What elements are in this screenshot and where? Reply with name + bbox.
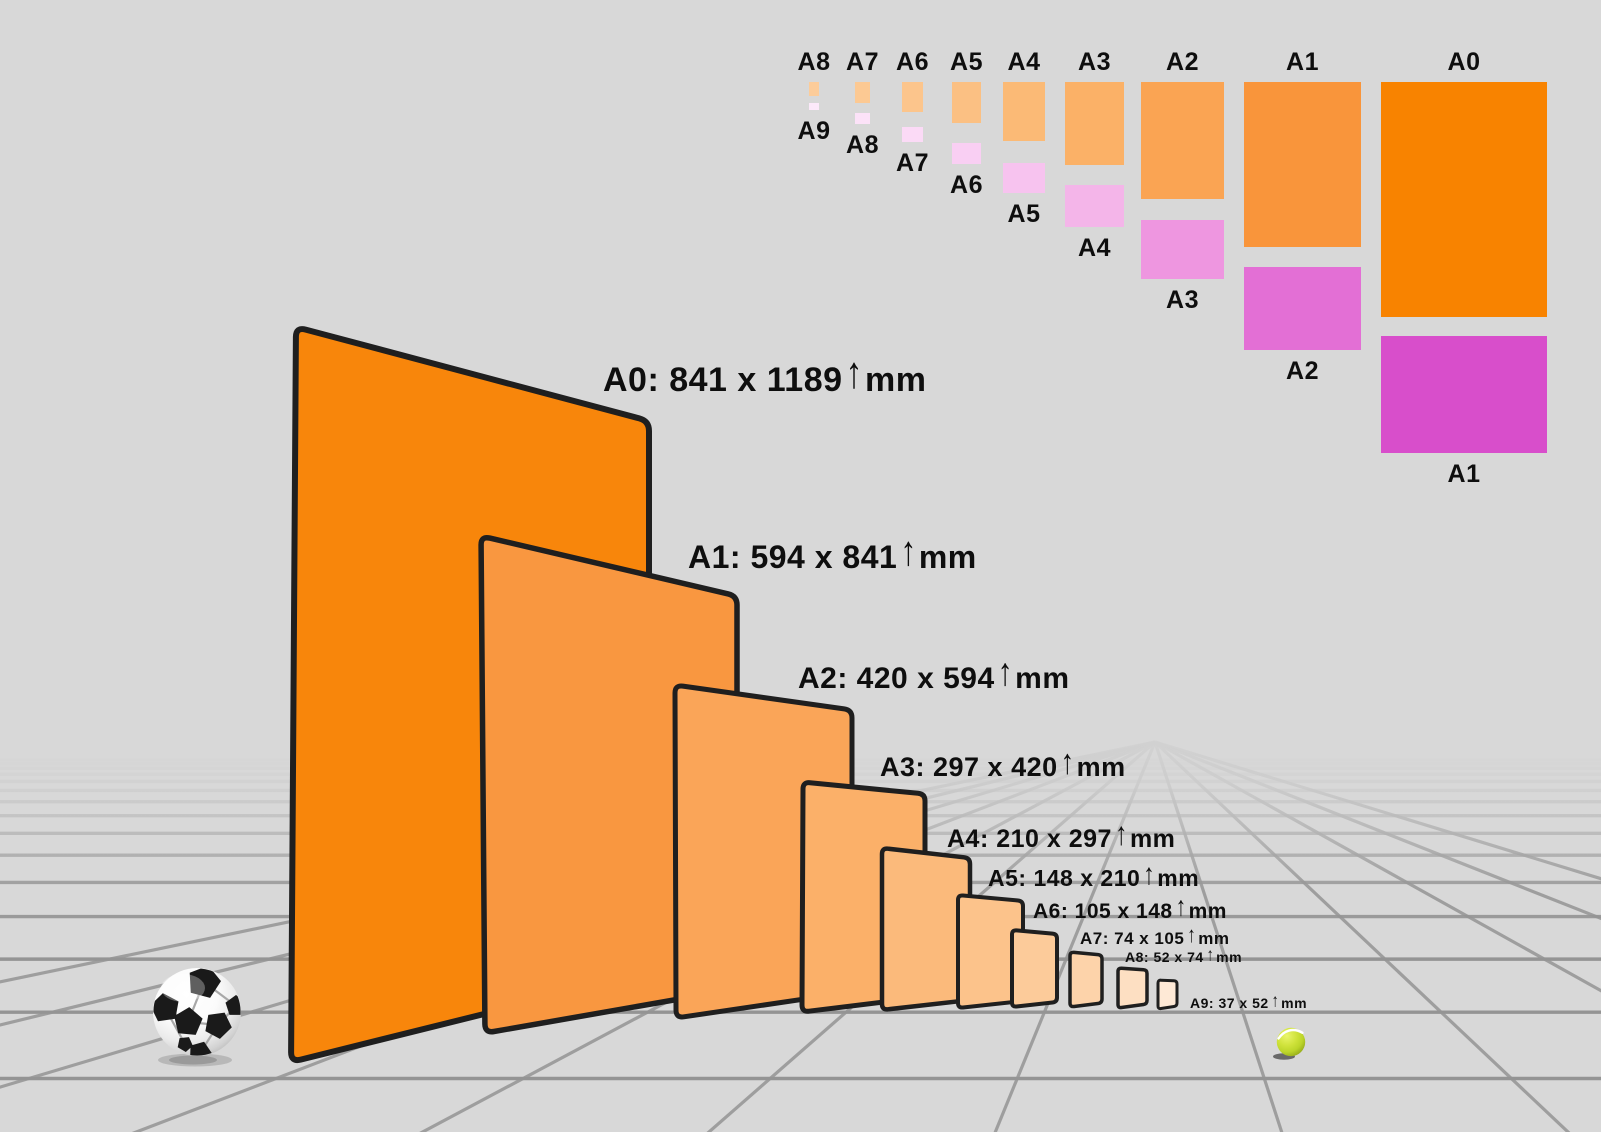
sheet-a6 — [1010, 928, 1059, 1009]
tennis-ball-illustration — [1273, 1027, 1306, 1060]
tennis-ball-seam — [1277, 1028, 1304, 1040]
soccer-ball-pentagon — [174, 1007, 203, 1035]
sheet-a8 — [1116, 966, 1149, 1010]
soccer-ball-pentagon — [153, 993, 179, 1022]
soccer-ball-shadow-core — [169, 1055, 217, 1065]
soccer-ball-pentagon — [225, 995, 241, 1015]
soccer-ball-pentagon — [205, 1012, 232, 1039]
sheet-a7 — [1068, 950, 1104, 1009]
sheet-a9 — [1156, 978, 1179, 1011]
soccer-ball-patches — [153, 968, 241, 1056]
soccer-ball-illustration — [153, 968, 241, 1067]
tennis-ball-sphere — [1276, 1027, 1306, 1057]
soccer-ball-pentagon — [177, 1037, 193, 1052]
soccer-ball-highlight — [161, 974, 205, 1002]
soccer-ball-pentagon — [189, 968, 221, 998]
paper-sheets-group — [288, 326, 1179, 1064]
soccer-ball-pentagon — [190, 1041, 212, 1056]
